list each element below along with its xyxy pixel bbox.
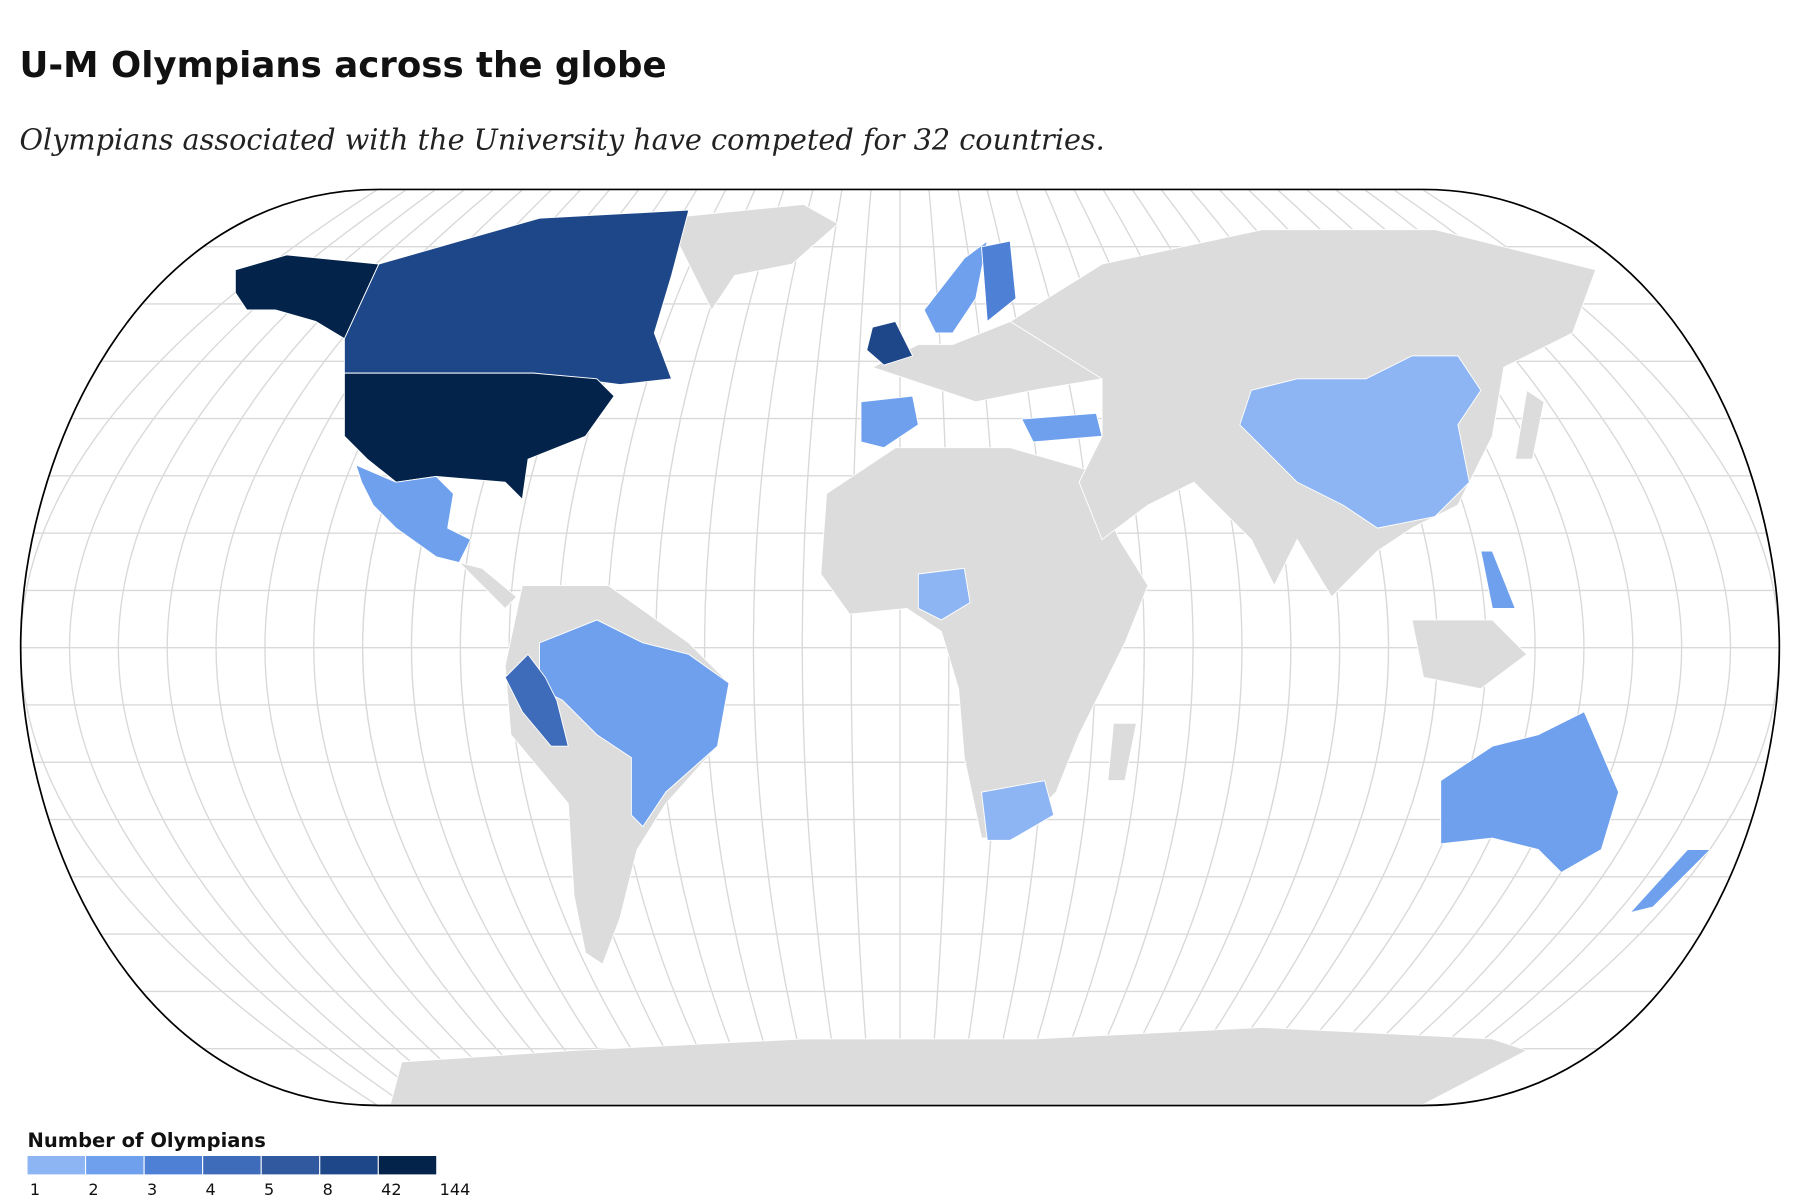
country-shape [980,780,1055,841]
country-shape [539,619,730,828]
title: U-M Olympians across the globe [20,45,667,86]
meridian [166,189,466,1106]
country-shape [343,372,615,501]
legend-swatch [144,1156,203,1175]
legend-label: 5 [264,1180,274,1199]
meridian [703,189,785,1106]
subtitle: Olympians associated with the University… [20,122,1105,156]
countries [234,209,1712,914]
legend-title: Number of Olympians [28,1129,266,1152]
country-shape [1020,412,1103,443]
legend-swatch [320,1156,378,1175]
map [20,189,1780,1106]
legend-swatch [203,1156,261,1175]
legend-swatch [261,1156,320,1175]
legend-label: 1 [30,1180,40,1199]
country-shape [343,209,690,386]
legend-label: 144 [440,1180,471,1199]
country-shape [1628,849,1712,914]
country-shape [234,254,380,340]
legend-label: 2 [88,1180,98,1199]
legend-label: 42 [381,1180,401,1199]
map-outline [19,188,1781,1107]
country-shape [923,240,988,334]
legend-swatch [378,1156,437,1175]
country-shape [1480,550,1516,609]
country-shape [1440,711,1620,874]
legend-label: 4 [205,1180,215,1199]
meridian [752,189,814,1106]
legend: Number of Olympians 1 2 3 4 5 8 42 144 [27,1129,471,1199]
country-shape [504,653,569,747]
legend-swatch [27,1156,85,1175]
meridian [68,189,408,1106]
meridian [850,189,872,1106]
country-shape [1239,355,1482,529]
legend-label: 3 [147,1180,157,1199]
landmass [457,561,518,610]
country-shape [355,464,472,564]
landmass [389,1026,1528,1105]
landmass [1411,619,1528,690]
country-shape [866,320,914,366]
country-shape [981,240,1017,323]
legend-swatch [86,1156,144,1175]
country-shape [917,567,971,621]
meridian [1421,189,1780,1106]
meridian [801,189,843,1106]
legend-label: 8 [323,1180,333,1199]
landmass [665,203,839,311]
meridian [117,189,437,1106]
landmass [1107,722,1138,782]
landmass [1514,389,1545,460]
country-shape [860,395,919,449]
